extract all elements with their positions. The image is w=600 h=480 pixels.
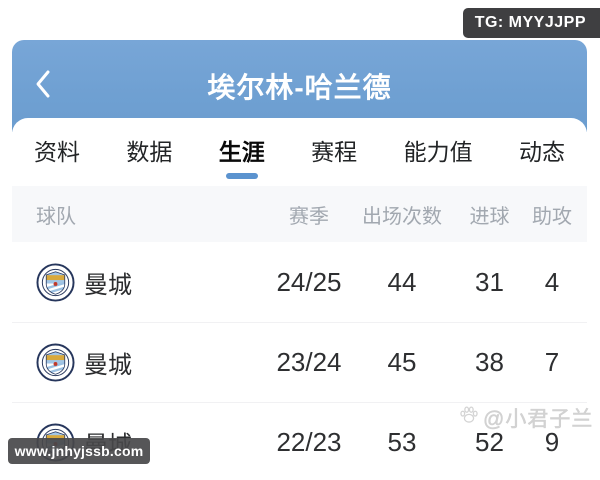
content-card: 资料 数据 生涯 赛程 能力值 动态 球队 赛季 出场次数 进球 助攻 — [12, 118, 587, 480]
table-row[interactable]: 曼城 23/24 45 38 7 — [12, 322, 587, 402]
season-value: 22/23 — [276, 427, 342, 457]
goals-value: 31 — [475, 266, 504, 297]
tab-schedule[interactable]: 赛程 — [311, 139, 358, 165]
column-header-team: 球队 — [36, 205, 76, 228]
team-name: 曼城 — [84, 271, 132, 299]
tab-bar: 资料 数据 生涯 赛程 能力值 动态 — [12, 118, 587, 186]
column-header-season: 赛季 — [289, 205, 329, 228]
author-watermark-text: @小君子兰 — [483, 408, 594, 432]
appearances-value: 44 — [387, 266, 417, 297]
tg-watermark-badge: TG: MYYJJPP — [462, 8, 600, 38]
goals-value: 38 — [475, 347, 504, 377]
column-header-assists: 助攻 — [532, 205, 572, 228]
appearances-value: 45 — [387, 347, 417, 377]
author-watermark: @小君子兰 — [458, 403, 593, 433]
assists-value: 9 — [544, 427, 560, 457]
active-tab-underline — [225, 173, 258, 179]
assists-value: 4 — [544, 266, 560, 297]
man-city-badge-icon — [36, 262, 75, 302]
table-header: 球队 赛季 出场次数 进球 助攻 — [12, 186, 587, 242]
season-value: 23/24 — [276, 347, 342, 377]
column-header-goals: 进球 — [469, 205, 510, 228]
chevron-left-icon — [34, 68, 52, 105]
tab-profile[interactable]: 资料 — [34, 139, 80, 165]
tab-data[interactable]: 数据 — [126, 139, 173, 165]
tab-news[interactable]: 动态 — [518, 139, 565, 165]
tab-career[interactable]: 生涯 — [219, 119, 265, 185]
site-watermark: www.jnhyjssb.com — [8, 438, 150, 464]
tab-ability[interactable]: 能力值 — [403, 139, 473, 165]
page-title: 埃尔林-哈兰德 — [207, 72, 392, 103]
goals-value: 52 — [475, 427, 504, 457]
appearances-value: 53 — [387, 427, 417, 457]
team-name: 曼城 — [84, 352, 132, 379]
career-table: 曼城 24/25 44 31 4 — [12, 242, 587, 480]
app-header: 埃尔林-哈兰德 — [12, 40, 587, 132]
season-value: 24/25 — [276, 266, 342, 297]
paw-icon — [458, 404, 483, 432]
assists-value: 7 — [544, 347, 560, 377]
column-header-appearances: 出场次数 — [362, 205, 442, 228]
back-button[interactable] — [28, 68, 58, 104]
table-row[interactable]: 曼城 24/25 44 31 4 — [12, 242, 587, 322]
man-city-badge-icon — [36, 343, 75, 382]
